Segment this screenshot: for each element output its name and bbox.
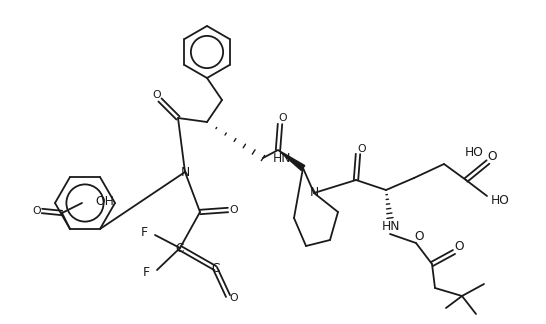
Text: HN: HN xyxy=(273,152,292,165)
Text: HN: HN xyxy=(382,221,400,234)
Text: N: N xyxy=(180,166,189,179)
Text: O: O xyxy=(487,151,497,164)
Text: F: F xyxy=(141,226,148,239)
Text: C: C xyxy=(176,242,184,256)
Text: O: O xyxy=(454,240,464,253)
Text: HO: HO xyxy=(491,193,510,206)
Text: O: O xyxy=(358,144,366,154)
Text: HO: HO xyxy=(465,145,483,158)
Text: O: O xyxy=(33,206,41,216)
Text: C: C xyxy=(212,262,220,275)
Polygon shape xyxy=(278,150,305,170)
Text: O: O xyxy=(230,293,238,303)
Text: O: O xyxy=(153,90,161,100)
Text: N: N xyxy=(310,187,319,200)
Text: OH: OH xyxy=(95,195,114,208)
Text: O: O xyxy=(230,205,238,215)
Text: O: O xyxy=(278,113,287,123)
Text: O: O xyxy=(414,230,424,244)
Text: F: F xyxy=(143,265,150,279)
